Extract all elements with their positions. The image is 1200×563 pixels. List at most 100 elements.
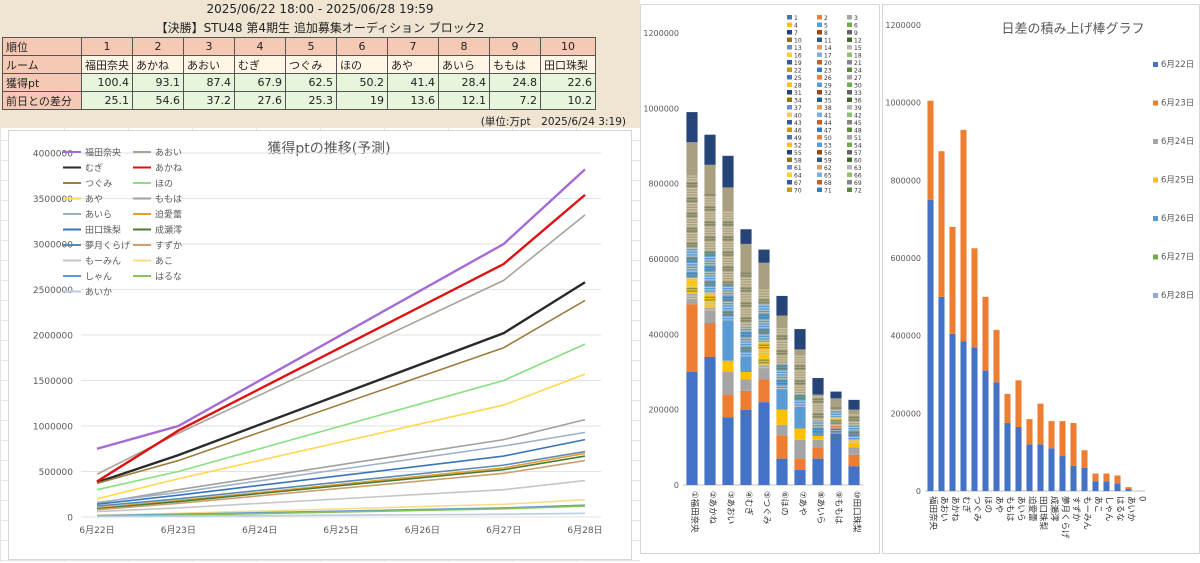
bar-stripe (740, 355, 752, 357)
bar-stripe (830, 429, 842, 432)
y-tick-label: 1500000 (33, 377, 73, 387)
legend-label: 65 (824, 173, 832, 180)
bar-stripe (776, 330, 788, 332)
bar-stripe (758, 297, 770, 299)
bar-stripe (686, 232, 698, 235)
bar-stripe (740, 322, 752, 324)
legend-label: 45 (854, 120, 862, 127)
bar-stripe (776, 380, 788, 382)
line-chart-panel[interactable]: 獲得ptの推移(予測) 0 500000 1000000 1500000 2000000 2… (8, 130, 632, 560)
bar-stripe (812, 416, 824, 418)
bar-stripe (704, 274, 716, 276)
legend-label: 6月23日 (1161, 99, 1194, 109)
legend-swatch (847, 105, 852, 110)
series-line (96, 373, 586, 500)
legend-label: 5 (824, 23, 828, 30)
bar-stripe (776, 355, 788, 357)
bar-segment (686, 277, 698, 293)
y-tick-label: 600000 (890, 254, 921, 263)
bar-stripe (722, 301, 734, 303)
legend-label: 59 (824, 158, 832, 165)
bar-segment (758, 262, 770, 305)
legend-label: 22 (794, 68, 802, 75)
bar-stripe (722, 256, 734, 258)
bar-stripe (722, 279, 734, 281)
bar-stripe (686, 240, 698, 242)
legend-label: ももは (155, 194, 182, 205)
bar-stripe (704, 269, 716, 271)
bar-segment (1114, 475, 1121, 484)
bar-stripe (686, 177, 698, 180)
legend-label: はるな (155, 272, 182, 283)
bar-segment (758, 364, 770, 380)
bar-stripe (704, 231, 716, 233)
legend-label: 54 (854, 143, 862, 150)
bar-stripe (812, 428, 824, 430)
bar-stripe (812, 406, 824, 408)
bar-segment (938, 151, 945, 297)
x-tick-label: 成瀬澪 (1049, 496, 1060, 522)
legend-label: 10 (794, 38, 802, 45)
diff-cell: 7.2 (489, 91, 541, 110)
rank-cell: 2 (132, 37, 184, 56)
bar-stripe (740, 352, 752, 354)
bar-segment (927, 100, 934, 200)
bar-stripe (848, 441, 860, 444)
legend-label: 成瀬澪 (155, 224, 182, 236)
bar-segment (830, 428, 842, 485)
bar-stripe (758, 299, 770, 301)
legend-swatch (847, 90, 852, 95)
y-tick-label: 200000 (890, 409, 921, 418)
legend-swatch (847, 52, 852, 57)
bar-stripe (722, 271, 734, 273)
series-line (96, 168, 586, 450)
bar-stripe (794, 380, 806, 382)
room-cell: 田口珠梨 (540, 55, 596, 74)
x-tick-label: 6月24日 (242, 525, 277, 536)
legend-label: 15 (854, 45, 862, 52)
bar-stripe (758, 342, 770, 344)
legend-label: 34 (794, 98, 802, 105)
legend-label: 迫愛蕾 (155, 209, 182, 221)
bar-stripe (686, 282, 698, 285)
bar-stripe (794, 405, 806, 407)
x-tick-label: 6月26日 (405, 525, 440, 536)
legend-swatch (787, 105, 792, 110)
legend-label: 夢月くらげ (85, 240, 130, 252)
bar-stripe (704, 306, 716, 308)
legend-label: 72 (854, 188, 862, 195)
x-tick-label: ⑤つぐみ (761, 491, 771, 525)
legend-label: 32 (824, 90, 832, 97)
bar-segment (686, 247, 698, 278)
bar-segment (794, 428, 806, 440)
bar-segment (1103, 481, 1110, 491)
room-cell: 福田奈央 (81, 55, 133, 74)
stacked-chart-panel[interactable]: 0 200000 400000 600000 800000 1000000 1200000 ①… (640, 4, 880, 554)
legend-label: 25 (794, 75, 802, 82)
legend-swatch (1153, 139, 1158, 144)
daily-diff-chart-panel[interactable]: 日差の積み上げ棒グラフ 0 200000 400000 600000 800000 1000… (882, 4, 1200, 554)
bar-stripe (794, 388, 806, 390)
legend-label: 19 (794, 60, 802, 67)
bar-stripe (722, 264, 734, 266)
bar-stripe (686, 210, 698, 212)
bar-stripe (722, 246, 734, 248)
legend-swatch (817, 30, 822, 35)
bar-stripe (812, 401, 824, 403)
bar-stripe (704, 241, 716, 243)
bar-stripe (812, 421, 824, 423)
series-line (96, 193, 586, 483)
bar-stripe (704, 281, 716, 283)
bar-stripe (704, 206, 716, 208)
bar-stripe (758, 354, 770, 356)
bar-stripe (704, 289, 716, 291)
room-row-label: ルーム (2, 55, 82, 74)
bar-stripe (722, 221, 734, 223)
ranking-panel: 2025/06/22 18:00 - 2025/06/28 19:59 【決勝】… (0, 0, 640, 128)
legend-swatch (787, 30, 792, 35)
bar-segment (794, 469, 806, 485)
bar-stripe (722, 274, 734, 276)
bar-stripe (704, 291, 716, 293)
bar-stripe (812, 426, 824, 428)
bar-stripe (740, 340, 752, 342)
